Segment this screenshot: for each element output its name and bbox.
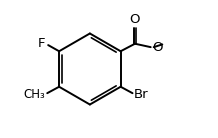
Text: CH₃: CH₃	[24, 88, 46, 101]
Text: O: O	[152, 41, 162, 54]
Text: Br: Br	[134, 88, 148, 101]
Text: F: F	[38, 37, 46, 50]
Text: O: O	[130, 13, 140, 26]
